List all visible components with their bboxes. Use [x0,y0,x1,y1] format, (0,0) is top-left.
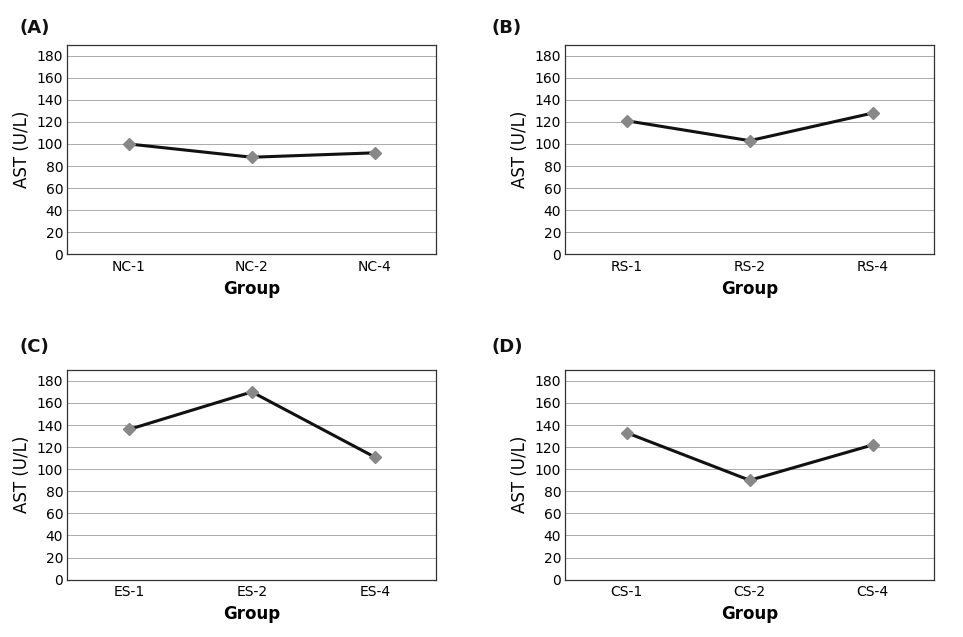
X-axis label: Group: Group [223,280,280,297]
Text: (C): (C) [19,338,49,355]
Y-axis label: AST (U/L): AST (U/L) [13,436,31,513]
X-axis label: Group: Group [721,605,778,623]
Text: (A): (A) [19,19,50,37]
Text: (B): (B) [491,19,521,37]
Y-axis label: AST (U/L): AST (U/L) [511,436,529,513]
Y-axis label: AST (U/L): AST (U/L) [13,111,31,188]
X-axis label: Group: Group [223,605,280,623]
Y-axis label: AST (U/L): AST (U/L) [511,111,529,188]
X-axis label: Group: Group [721,280,778,297]
Text: (D): (D) [491,338,523,355]
